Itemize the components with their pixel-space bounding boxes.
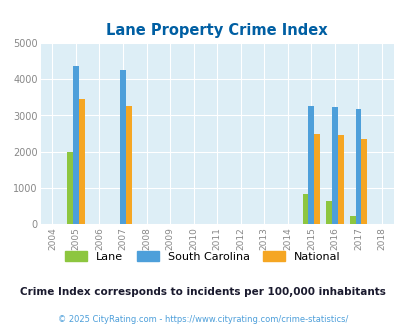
Bar <box>67 152 73 224</box>
Legend: Lane, South Carolina, National: Lane, South Carolina, National <box>62 248 343 266</box>
Bar <box>308 106 313 224</box>
Title: Lane Property Crime Index: Lane Property Crime Index <box>106 22 327 38</box>
Bar <box>349 216 355 224</box>
Bar <box>126 106 132 224</box>
Bar <box>302 193 308 224</box>
Bar <box>325 201 331 224</box>
Bar <box>337 135 343 224</box>
Bar <box>73 66 79 224</box>
Text: Crime Index corresponds to incidents per 100,000 inhabitants: Crime Index corresponds to incidents per… <box>20 287 385 297</box>
Bar <box>313 134 320 224</box>
Bar <box>360 139 367 224</box>
Bar <box>331 107 337 224</box>
Text: © 2025 CityRating.com - https://www.cityrating.com/crime-statistics/: © 2025 CityRating.com - https://www.city… <box>58 315 347 324</box>
Bar <box>355 109 360 224</box>
Bar <box>79 99 85 224</box>
Bar <box>120 70 126 224</box>
